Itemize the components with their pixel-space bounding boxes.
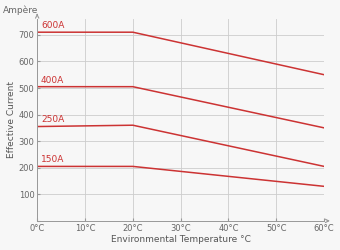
Text: 250A: 250A (41, 116, 64, 124)
X-axis label: Environmental Temperature °C: Environmental Temperature °C (111, 236, 251, 244)
Text: 600A: 600A (41, 21, 64, 30)
Text: Ampère: Ampère (3, 5, 38, 15)
Text: 150A: 150A (41, 155, 64, 164)
Text: 400A: 400A (41, 76, 64, 84)
Y-axis label: Effective Current: Effective Current (7, 82, 16, 158)
